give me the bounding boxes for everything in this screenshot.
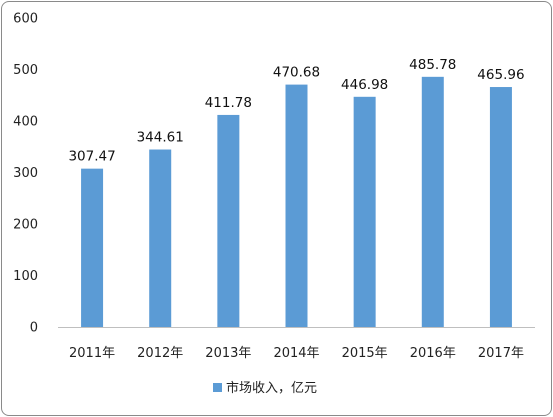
data-label: 446.98: [341, 77, 388, 93]
data-label: 344.61: [137, 130, 184, 146]
bars: [81, 76, 512, 328]
data-label: 470.68: [273, 65, 320, 81]
y-tick-label: 0: [30, 321, 38, 336]
y-axis-ticks: 0 100 200 300 400 500 600: [13, 12, 38, 336]
x-tick-label: 2016年: [410, 346, 456, 361]
x-tick-label: 2012年: [137, 346, 183, 361]
data-label: 411.78: [205, 95, 252, 111]
bar: [489, 87, 512, 327]
y-tick-label: 100: [13, 269, 38, 284]
bar: [81, 168, 104, 327]
y-tick-label: 300: [13, 166, 38, 181]
y-tick-label: 600: [13, 12, 38, 27]
bar: [353, 96, 376, 327]
bar: [285, 84, 308, 328]
data-label: 485.78: [409, 57, 456, 73]
y-tick-label: 200: [13, 218, 38, 233]
data-label: 307.47: [68, 149, 115, 165]
x-tick-label: 2015年: [342, 346, 388, 361]
legend-swatch: [213, 383, 222, 392]
data-labels: 307.47 344.61 411.78 470.68 446.98 485.78 465.…: [68, 57, 524, 165]
bar: [149, 149, 172, 327]
bar: [421, 76, 444, 327]
x-axis-ticks: 2011年 2012年 2013年 2014年 2015年 2016年 2017年: [69, 346, 524, 361]
bar: [217, 114, 240, 328]
x-tick-label: 2014年: [273, 346, 319, 361]
data-label: 465.96: [477, 67, 524, 83]
x-tick-label: 2017年: [478, 346, 524, 361]
y-tick-label: 400: [13, 115, 38, 130]
x-tick-label: 2013年: [205, 346, 251, 361]
y-tick-label: 500: [13, 63, 38, 78]
legend-label: 市场收入，亿元: [226, 380, 317, 396]
legend: 市场收入，亿元: [213, 380, 317, 396]
x-tick-label: 2011年: [69, 346, 115, 361]
